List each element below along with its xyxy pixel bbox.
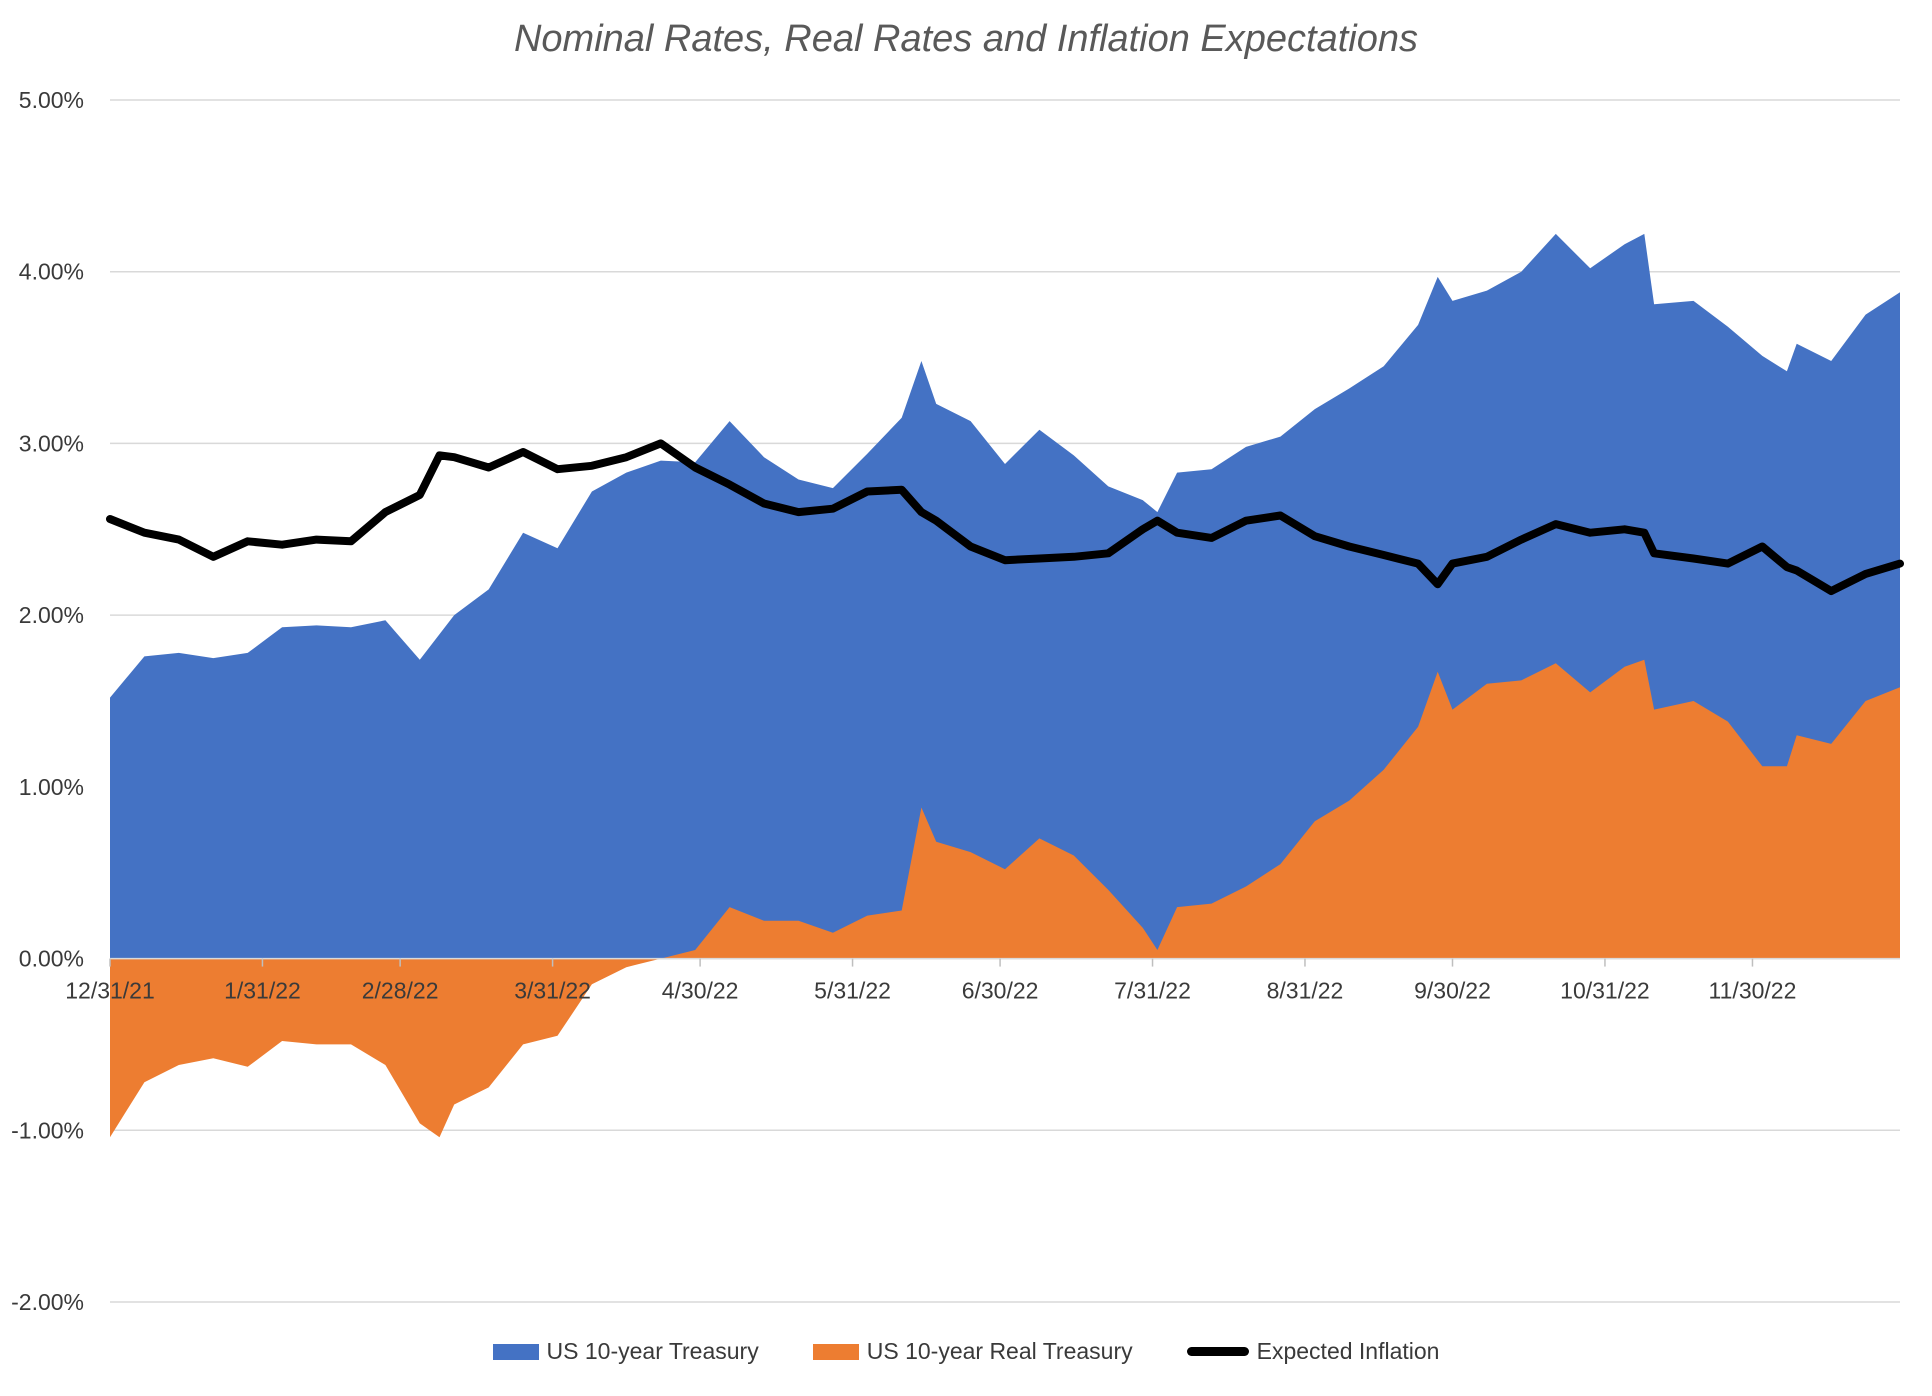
legend-swatch-real — [812, 1343, 859, 1360]
x-tick-label: 3/31/22 — [514, 978, 591, 1004]
y-tick-label: 3.00% — [19, 430, 84, 456]
y-tick-label: 2.00% — [19, 602, 84, 628]
legend-item-nominal: US 10-year Treasury — [492, 1338, 759, 1365]
x-tick-label: 1/31/22 — [224, 978, 301, 1004]
legend-label-real: US 10-year Real Treasury — [866, 1338, 1133, 1364]
x-tick-label: 6/30/22 — [962, 978, 1039, 1004]
x-tick-label: 2/28/22 — [362, 978, 439, 1004]
legend-swatch-inflation — [1186, 1347, 1249, 1356]
area-real-treasury — [110, 659, 1900, 1138]
x-axis-ticks: 12/31/21 1/31/22 2/28/22 3/31/22 4/30/22 5/31… — [65, 958, 1797, 1004]
legend-item-real: US 10-year Real Treasury — [812, 1338, 1133, 1365]
legend-item-inflation: Expected Inflation — [1186, 1338, 1440, 1365]
line-series — [106, 439, 1904, 596]
legend-label-nominal: US 10-year Treasury — [546, 1338, 759, 1364]
x-tick-label: 11/30/22 — [1709, 978, 1797, 1004]
legend: US 10-year Treasury US 10-year Real Trea… — [0, 1338, 1932, 1365]
y-axis-ticks: 5.00% 4.00% 3.00% 2.00% 1.00% 0.00% -1.00% -2.0… — [11, 87, 84, 1315]
line-expected-inflation — [106, 439, 1904, 596]
x-tick-label: 8/31/22 — [1267, 978, 1344, 1004]
x-tick-label: 7/31/22 — [1114, 978, 1191, 1004]
x-tick-label: 9/30/22 — [1414, 978, 1491, 1004]
chart-title: Nominal Rates, Real Rates and Inflation … — [513, 18, 1419, 60]
y-tick-label: 5.00% — [19, 87, 84, 113]
y-tick-label: -1.00% — [11, 1117, 84, 1143]
x-tick-label: 12/31/21 — [65, 978, 155, 1004]
y-tick-label: -2.00% — [11, 1289, 84, 1315]
area-series — [110, 233, 1900, 1138]
legend-swatch-nominal — [492, 1343, 539, 1360]
legend-label-inflation: Expected Inflation — [1256, 1338, 1440, 1364]
y-tick-label: 4.00% — [19, 259, 84, 285]
x-tick-label: 4/30/22 — [662, 978, 739, 1004]
y-tick-label: 1.00% — [19, 774, 84, 800]
y-tick-label: 0.00% — [19, 946, 84, 972]
x-tick-label: 10/31/22 — [1560, 978, 1650, 1004]
x-tick-label: 5/31/22 — [814, 978, 891, 1004]
